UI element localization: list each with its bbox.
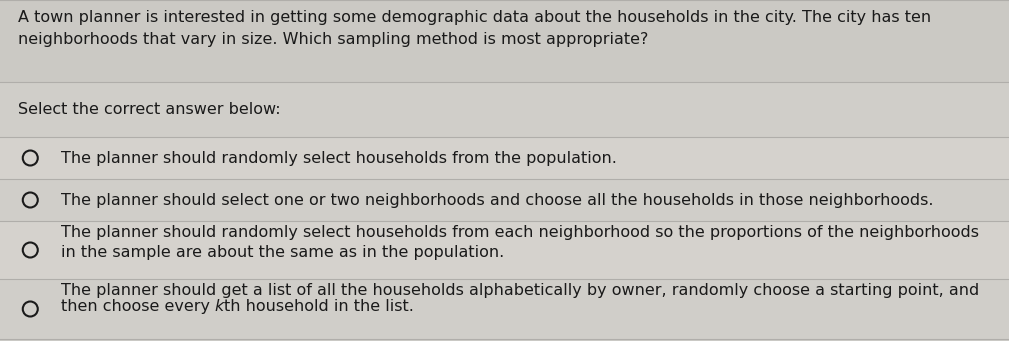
- Text: The planner should randomly select households from the population.: The planner should randomly select house…: [61, 150, 616, 165]
- Text: The planner should get a list of all the households alphabetically by owner, ran: The planner should get a list of all the…: [61, 283, 979, 298]
- Text: The planner should select one or two neighborhoods and choose all the households: The planner should select one or two nei…: [61, 193, 933, 208]
- Text: The planner should randomly select households from each neighborhood so the prop: The planner should randomly select house…: [61, 225, 979, 260]
- Bar: [0, 0, 1009, 82]
- Text: Select the correct answer below:: Select the correct answer below:: [18, 102, 281, 117]
- Bar: [0, 82, 1009, 137]
- Bar: [0, 279, 1009, 339]
- Text: k: k: [215, 299, 224, 314]
- Bar: [0, 137, 1009, 179]
- Text: then choose every: then choose every: [61, 299, 215, 314]
- Bar: [0, 221, 1009, 279]
- Bar: [0, 179, 1009, 221]
- Text: th household in the list.: th household in the list.: [224, 299, 414, 314]
- Text: A town planner is interested in getting some demographic data about the househol: A town planner is interested in getting …: [18, 10, 931, 47]
